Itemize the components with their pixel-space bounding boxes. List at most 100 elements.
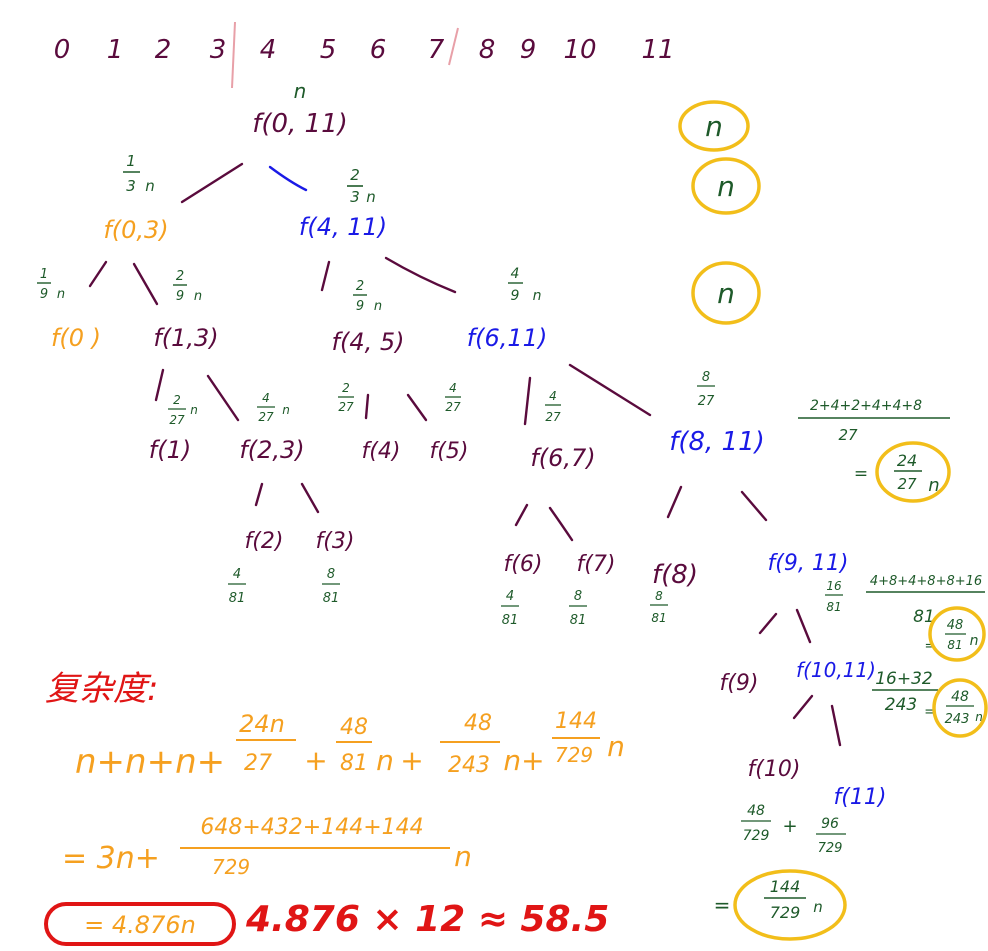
l1-left-node: f(0,3) [103, 216, 168, 244]
line1-t4var: n [607, 730, 625, 763]
l3-d-wnum: 4 [449, 381, 457, 395]
line1-t3var: n+ [503, 744, 544, 777]
l3-f-wden: 27 [698, 394, 715, 409]
edge-l4-b [795, 608, 812, 644]
l6-a-node: f(10) [748, 757, 801, 782]
line1-t2den: 81 [340, 751, 368, 776]
index-3: 3 [210, 35, 227, 65]
l4-d-weight: 8 81 [569, 589, 587, 628]
l3-a-wnum: 2 [173, 393, 181, 407]
sum243-rvar: n [975, 710, 983, 724]
edge-l4-a [758, 612, 778, 635]
root-node: f(0, 11) [252, 109, 348, 139]
sum81-rnum: 48 [947, 618, 964, 633]
l2-a-node: f(0 ) [51, 324, 101, 352]
l3-c-wden: 27 [338, 400, 354, 414]
result-box [44, 902, 236, 946]
l5-b-node: f(10,11) [796, 658, 876, 682]
l2-a-wvar: n [57, 287, 65, 302]
l1-left-wvar: n [145, 177, 155, 195]
index-4: 4 [260, 35, 277, 65]
l1-right-wvar: n [366, 188, 376, 206]
edge-l3-e [666, 485, 683, 519]
l4-c-wden: 81 [502, 613, 519, 628]
l1-left-weight: 1 3 n [123, 152, 155, 195]
edge-root-right [268, 165, 308, 192]
edge-l1-a [88, 260, 108, 288]
l2-c-node: f(4, 5) [332, 328, 405, 356]
l3-f-wnum: 8 [702, 370, 710, 385]
l1-right-node: f(4, 11) [299, 213, 387, 241]
edge-l1-d [384, 256, 457, 294]
sum27-rden: 27 [897, 475, 917, 493]
l3-b-wnum: 4 [262, 391, 270, 405]
l6-b-wnum: 96 [821, 816, 839, 832]
l3-d-weight: 4 27 [445, 381, 461, 414]
circle-n-3 [691, 261, 761, 325]
l6-circle [733, 869, 847, 941]
line1-t1den: 27 [244, 751, 272, 776]
sum81-eq: = [925, 639, 936, 654]
line2-var: n [454, 840, 472, 873]
l3-c-weight: 2 27 [338, 381, 354, 414]
l3-d-node: f(5) [430, 439, 469, 464]
l4-d-wnum: 8 [574, 589, 582, 604]
l3-c-node: f(4) [362, 439, 401, 464]
circle-n-1 [678, 100, 750, 152]
l3-b-wden: 27 [258, 410, 274, 424]
l3-b-node: f(2,3) [239, 436, 304, 464]
edge-l2-e [523, 376, 532, 426]
edge-root-left [180, 162, 244, 204]
sum27-den: 27 [838, 426, 858, 444]
line1-plus2: + [400, 744, 423, 777]
l4-c-weight: 4 81 [501, 589, 519, 628]
tree-edges [88, 162, 842, 747]
l1-right-weight: 2 3 n [347, 166, 376, 206]
sum27-num: 2+4+2+4+4+8 [810, 398, 922, 414]
index-10: 10 [563, 35, 596, 65]
l3-b-wvar: n [282, 403, 290, 417]
sum27-rnum: 24 [897, 451, 917, 470]
index-row: 0 1 2 3 4 5 6 7 8 9 10 11 [54, 35, 675, 65]
l4-e-wden: 81 [651, 611, 666, 625]
l6-rden: 729 [770, 903, 801, 922]
l2-c-wden: 9 [356, 299, 364, 314]
l2-b-weight: 2 9 n [173, 269, 202, 304]
sum243-num: 16+32 [875, 669, 933, 689]
l4-b-weight: 8 81 [322, 567, 340, 606]
sum81-rvar: n [970, 633, 979, 649]
line2-den: 729 [212, 855, 250, 879]
sum243-den: 243 [885, 695, 917, 715]
l2-b-wden: 9 [176, 289, 184, 304]
index-7: 7 [428, 35, 445, 65]
line1-t1num: 24n [239, 710, 285, 738]
sum27-circle [875, 441, 951, 503]
circle-n-3-text: n [717, 277, 735, 310]
l2-c-wvar: n [374, 299, 382, 314]
edge-l1-b [132, 262, 159, 306]
l3-e-wden: 27 [545, 410, 561, 424]
edge-l3-c [514, 503, 529, 527]
l3-a-weight: 2 27 n [168, 393, 198, 427]
circle-n-2 [691, 157, 761, 215]
index-9: 9 [520, 35, 537, 65]
l6-eq: = [714, 893, 731, 917]
sum243-rden: 243 [945, 712, 970, 727]
index-2: 2 [155, 35, 172, 65]
edge-l5-b [830, 704, 842, 747]
l3-c-wnum: 2 [342, 381, 350, 395]
l2-a-wden: 9 [40, 287, 48, 302]
l3-f-weight: 8 27 [697, 370, 715, 409]
split-mark-7-8 [448, 27, 459, 66]
edge-l2-c [364, 393, 370, 420]
l3-a-node: f(1) [149, 436, 191, 464]
l1-right-wnum: 2 [350, 166, 360, 184]
index-1: 1 [107, 35, 124, 65]
l4-e-wnum: 8 [655, 589, 663, 603]
complexity-line1: n+n+n+ 24n 27 + 48 81 n + 48 243 n+ 144 … [75, 709, 625, 782]
sum81-den: 81 [913, 607, 935, 627]
l3-d-wden: 27 [445, 400, 461, 414]
l2-d-node: f(6,11) [467, 324, 548, 352]
l3-a-wden: 27 [169, 413, 185, 427]
